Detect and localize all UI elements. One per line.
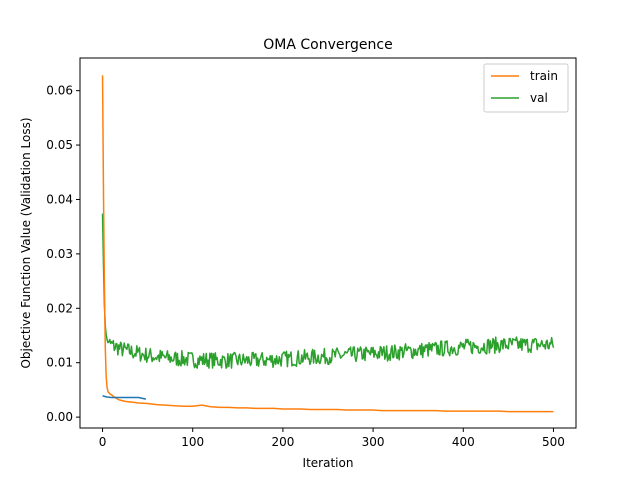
y-tick-label: 0.01	[46, 356, 73, 370]
legend-val-label: val	[530, 91, 548, 105]
y-tick-label: 0.02	[46, 301, 73, 315]
plot-background	[80, 58, 576, 428]
series-val-line	[101, 213, 555, 369]
y-tick-label: 0.05	[46, 138, 73, 152]
y-tick-label: 0.03	[46, 247, 73, 261]
y-tick-label: 0.00	[46, 410, 73, 424]
x-tick-label: 0	[99, 435, 107, 449]
x-axis-label: Iteration	[303, 456, 354, 470]
x-tick-label: 200	[271, 435, 294, 449]
plot-frame	[79, 57, 577, 429]
legend-train-label: train	[530, 69, 558, 83]
y-axis-label: Objective Function Value (Validation Los…	[19, 117, 33, 368]
x-axis-ticks: 0 100 200 300 400 500	[99, 428, 565, 449]
x-tick-label: 300	[362, 435, 385, 449]
series-train-line	[101, 75, 554, 413]
legend: train val	[483, 63, 569, 113]
x-tick-label: 500	[542, 435, 565, 449]
x-tick-label: 100	[181, 435, 204, 449]
series-blue-line	[102, 395, 146, 400]
y-axis-ticks: 0.00 0.01 0.02 0.03 0.04 0.05 0.06	[46, 84, 80, 424]
x-tick-label: 400	[452, 435, 475, 449]
plot-area	[79, 57, 577, 429]
series-layer	[101, 75, 555, 413]
y-tick-label: 0.04	[46, 192, 73, 206]
y-tick-label: 0.06	[46, 84, 73, 98]
chart-title: OMA Convergence	[263, 37, 392, 53]
